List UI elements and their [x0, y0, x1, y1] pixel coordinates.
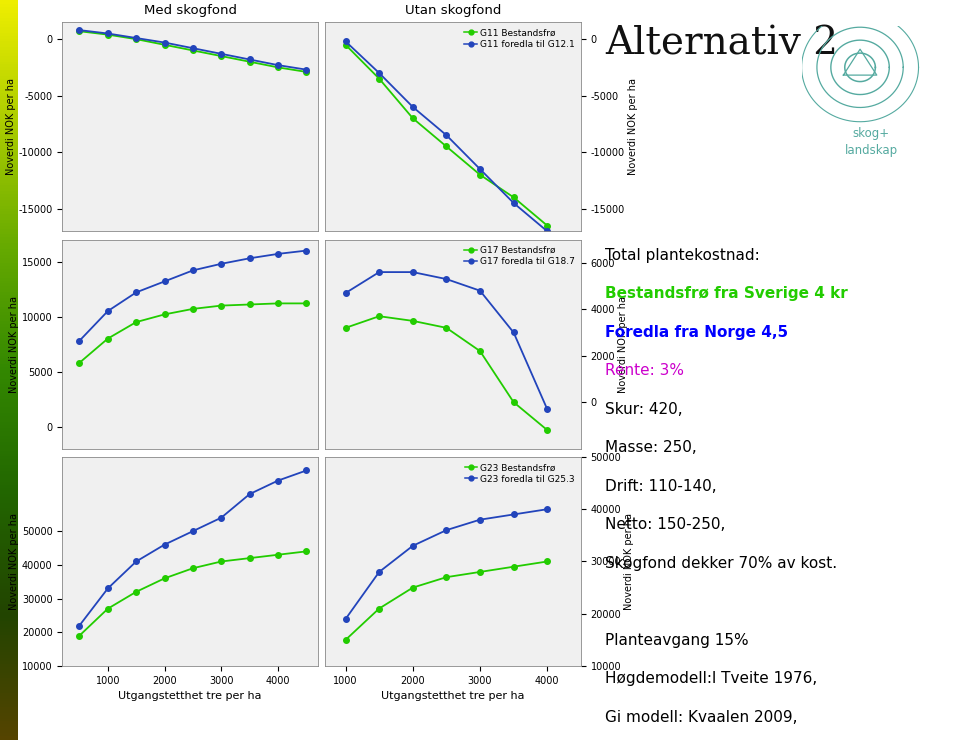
Text: landskap: landskap: [845, 144, 898, 157]
Text: Alternativ 2: Alternativ 2: [605, 26, 838, 63]
Text: Total plantekostnad:: Total plantekostnad:: [605, 248, 760, 263]
Title: Utan skogfond: Utan skogfond: [405, 4, 501, 17]
Text: Planteavgang 15%: Planteavgang 15%: [605, 633, 749, 648]
Text: Bestandsfrø fra Sverige 4 kr: Bestandsfrø fra Sverige 4 kr: [605, 286, 848, 301]
Y-axis label: Noverdi NOK per ha: Noverdi NOK per ha: [628, 78, 637, 175]
Y-axis label: Noverdi NOK per ha: Noverdi NOK per ha: [624, 513, 634, 610]
Text: Drift: 110-140,: Drift: 110-140,: [605, 479, 717, 494]
Y-axis label: Noverdi NOK per ha: Noverdi NOK per ha: [10, 295, 19, 393]
Text: skog+: skog+: [852, 127, 890, 140]
X-axis label: Utgangstetthet tre per ha: Utgangstetthet tre per ha: [118, 691, 262, 702]
Y-axis label: Noverdi NOK per ha: Noverdi NOK per ha: [10, 513, 19, 610]
Text: Masse: 250,: Masse: 250,: [605, 440, 697, 455]
Text: Skogfond dekker 70% av kost.: Skogfond dekker 70% av kost.: [605, 556, 837, 571]
Text: Høgdemodell:l Tveite 1976,: Høgdemodell:l Tveite 1976,: [605, 671, 817, 686]
Text: Skur: 420,: Skur: 420,: [605, 402, 683, 417]
Text: Foredla fra Norge 4,5: Foredla fra Norge 4,5: [605, 325, 788, 340]
Y-axis label: Noverdi NOK per ha: Noverdi NOK per ha: [6, 78, 15, 175]
Title: Med skogfond: Med skogfond: [144, 4, 236, 17]
Legend: G11 Bestandsfrø, G11 foredla til G12.1: G11 Bestandsfrø, G11 foredla til G12.1: [463, 27, 576, 50]
Legend: G17 Bestandsfrø, G17 foredla til G18.7: G17 Bestandsfrø, G17 foredla til G18.7: [463, 244, 576, 268]
Text: Gi modell: Kvaalen 2009,: Gi modell: Kvaalen 2009,: [605, 710, 798, 724]
Text: Netto: 150-250,: Netto: 150-250,: [605, 517, 726, 532]
Legend: G23 Bestandsfrø, G23 foredla til G25.3: G23 Bestandsfrø, G23 foredla til G25.3: [463, 462, 576, 485]
Y-axis label: Noverdi NOK per ha: Noverdi NOK per ha: [618, 295, 628, 393]
X-axis label: Utgangstetthet tre per ha: Utgangstetthet tre per ha: [381, 691, 525, 702]
Text: Rente: 3%: Rente: 3%: [605, 363, 684, 378]
